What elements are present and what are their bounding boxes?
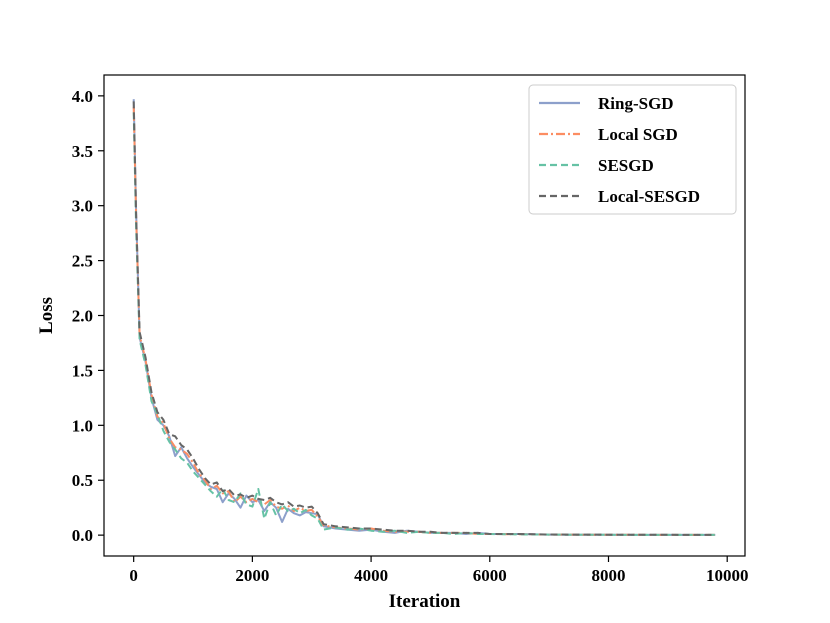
series-line-sesgd: [132, 112, 716, 536]
y-tick-label: 3.0: [72, 197, 93, 216]
legend-label: SESGD: [598, 156, 654, 175]
legend: Ring-SGD Local SGD SESGD Local-SESGD: [528, 84, 737, 215]
series-layer: [132, 99, 716, 536]
x-tick-label: 10000: [706, 566, 749, 585]
y-axis-ticks: 0.0 0.5 1.0 1.5 2.0 2.5 3.0 3.5 4.0: [72, 87, 104, 545]
x-tick-label: 0: [129, 566, 138, 585]
y-tick-label: 0.0: [72, 526, 93, 545]
plot-area-frame: [103, 74, 746, 557]
legend-label: Local SGD: [598, 125, 678, 144]
series-line-local-sesgd: [132, 101, 716, 536]
x-tick-label: 8000: [591, 566, 625, 585]
x-tick-label: 6000: [473, 566, 507, 585]
y-tick-label: 3.5: [72, 142, 93, 161]
x-tick-label: 2000: [235, 566, 269, 585]
y-axis-label: Loss: [36, 297, 57, 334]
y-tick-label: 1.5: [72, 361, 93, 380]
y-tick-label: 2.5: [72, 252, 93, 271]
y-tick-label: 2.0: [72, 307, 93, 326]
legend-box: [528, 84, 737, 215]
legend-label: Ring-SGD: [598, 94, 674, 113]
y-tick-label: 4.0: [72, 87, 93, 106]
y-tick-label: 1.0: [72, 416, 93, 435]
x-axis-ticks: 0 2000 4000 6000 8000 10000: [129, 556, 748, 585]
y-tick-label: 0.5: [72, 471, 93, 490]
legend-label: Local-SESGD: [598, 187, 700, 206]
x-tick-label: 4000: [354, 566, 388, 585]
x-axis-label: Iteration: [389, 591, 461, 612]
